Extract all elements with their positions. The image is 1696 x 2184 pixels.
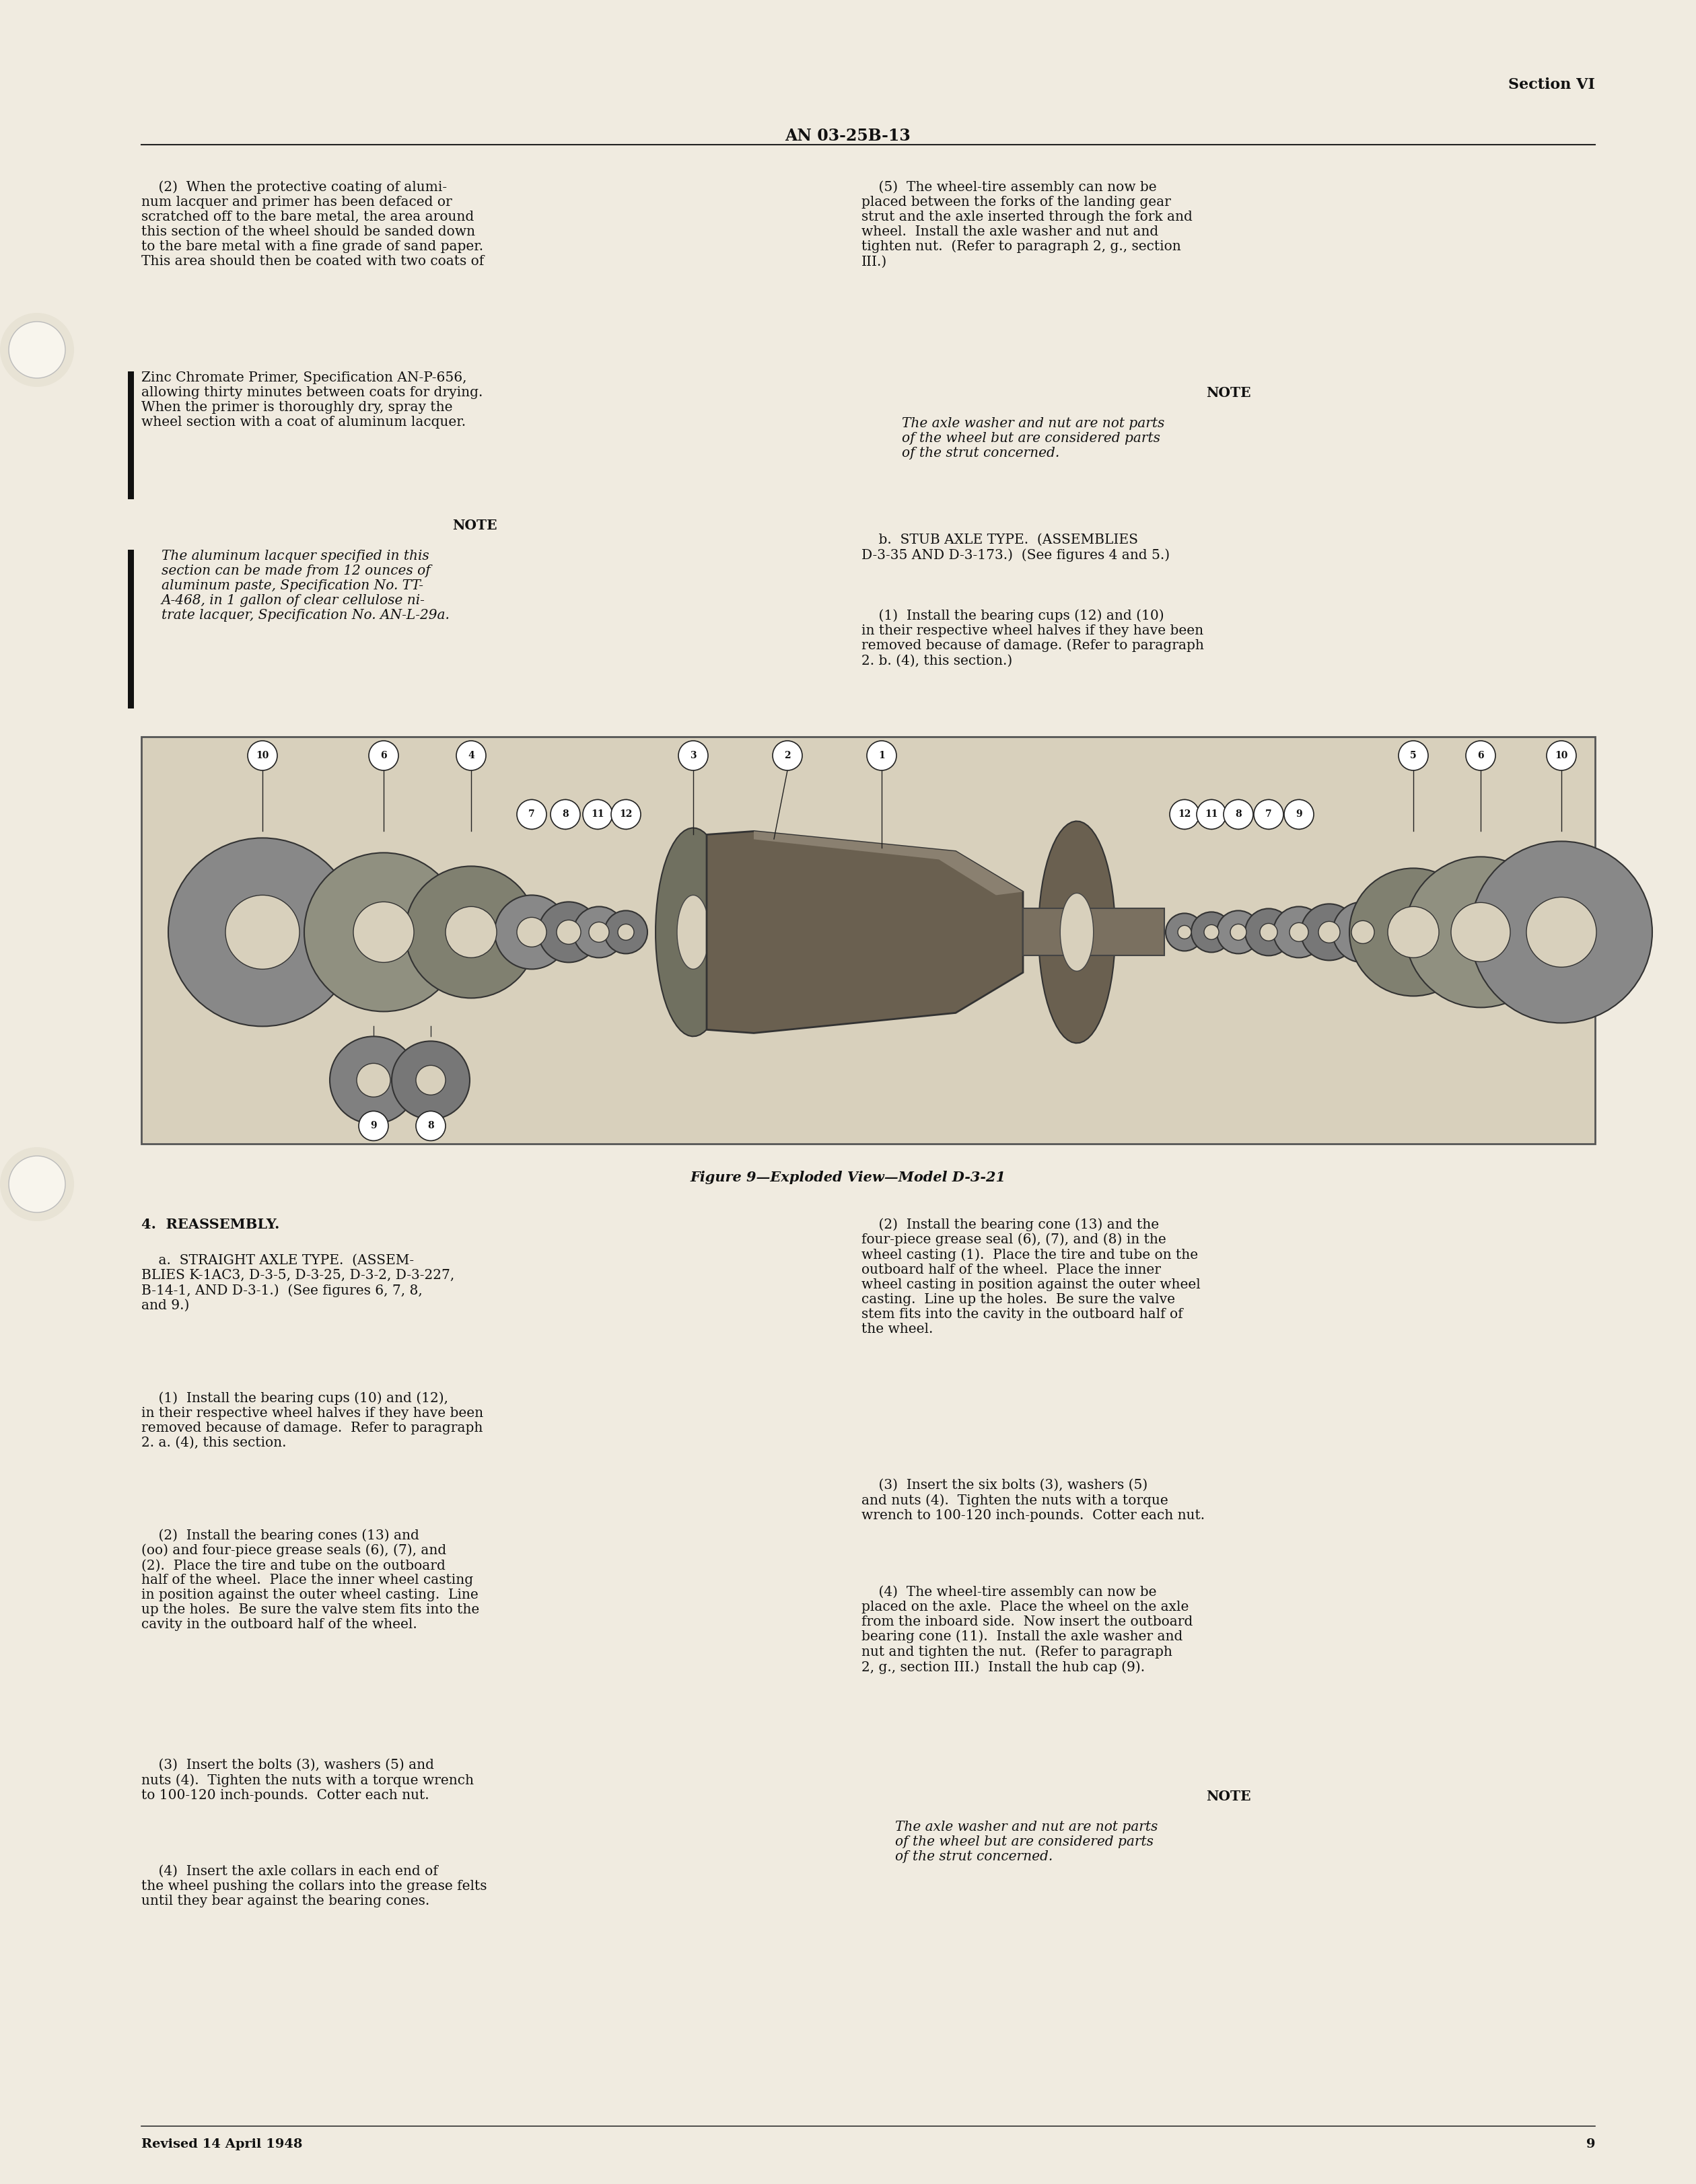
Text: 9: 9 bbox=[1586, 2138, 1594, 2151]
Polygon shape bbox=[707, 832, 1023, 1033]
Circle shape bbox=[1465, 740, 1496, 771]
Circle shape bbox=[416, 1112, 446, 1140]
Text: Zinc Chromate Primer, Specification AN-P-656,
allowing thirty minutes between co: Zinc Chromate Primer, Specification AN-P… bbox=[141, 371, 483, 428]
Text: (5)  The wheel-tire assembly can now be
placed between the forks of the landing : (5) The wheel-tire assembly can now be p… bbox=[862, 181, 1192, 269]
Text: (3)  Insert the six bolts (3), washers (5)
and nuts (4).  Tighten the nuts with : (3) Insert the six bolts (3), washers (5… bbox=[862, 1479, 1204, 1522]
Bar bbox=[127, 550, 134, 708]
Circle shape bbox=[8, 1155, 64, 1212]
Text: b.  STUB AXLE TYPE.  (ASSEMBLIES
D-3-35 AND D-3-173.)  (See figures 4 and 5.): b. STUB AXLE TYPE. (ASSEMBLIES D-3-35 AN… bbox=[862, 533, 1170, 561]
Circle shape bbox=[1177, 926, 1191, 939]
Text: 4: 4 bbox=[468, 751, 475, 760]
Bar bbox=[141, 736, 1594, 1144]
Circle shape bbox=[1260, 924, 1277, 941]
Circle shape bbox=[329, 1037, 417, 1125]
Text: 3: 3 bbox=[690, 751, 697, 760]
Text: 11: 11 bbox=[1204, 810, 1218, 819]
Circle shape bbox=[1230, 924, 1247, 939]
Circle shape bbox=[1452, 902, 1509, 961]
Text: 12: 12 bbox=[1179, 810, 1191, 819]
Text: NOTE: NOTE bbox=[453, 520, 497, 533]
Circle shape bbox=[517, 917, 546, 948]
Text: 8: 8 bbox=[1235, 810, 1241, 819]
Text: 9: 9 bbox=[1296, 810, 1303, 819]
Circle shape bbox=[226, 895, 300, 970]
Circle shape bbox=[1253, 799, 1284, 830]
Circle shape bbox=[1406, 856, 1555, 1007]
Text: (2)  Install the bearing cone (13) and the
four-piece grease seal (6), (7), and : (2) Install the bearing cone (13) and th… bbox=[862, 1219, 1201, 1337]
Circle shape bbox=[1191, 913, 1231, 952]
Circle shape bbox=[1333, 902, 1392, 963]
Circle shape bbox=[304, 852, 463, 1011]
Circle shape bbox=[678, 740, 707, 771]
Text: 10: 10 bbox=[256, 751, 270, 760]
Text: 7: 7 bbox=[529, 810, 534, 819]
Circle shape bbox=[416, 1066, 446, 1094]
Circle shape bbox=[867, 740, 897, 771]
Text: (3)  Insert the bolts (3), washers (5) and
nuts (4).  Tighten the nuts with a to: (3) Insert the bolts (3), washers (5) an… bbox=[141, 1758, 473, 1802]
Text: (2)  When the protective coating of alumi-
num lacquer and primer has been defac: (2) When the protective coating of alumi… bbox=[141, 181, 483, 269]
Circle shape bbox=[551, 799, 580, 830]
Text: (1)  Install the bearing cups (10) and (12),
in their respective wheel halves if: (1) Install the bearing cups (10) and (1… bbox=[141, 1391, 483, 1448]
Text: 2: 2 bbox=[784, 751, 790, 760]
Text: (4)  The wheel-tire assembly can now be
placed on the axle.  Place the wheel on : (4) The wheel-tire assembly can now be p… bbox=[862, 1586, 1192, 1673]
Text: 9: 9 bbox=[370, 1120, 377, 1131]
Circle shape bbox=[456, 740, 487, 771]
Circle shape bbox=[583, 799, 612, 830]
Circle shape bbox=[1350, 869, 1477, 996]
Circle shape bbox=[360, 1112, 388, 1140]
Circle shape bbox=[1274, 906, 1325, 959]
Circle shape bbox=[405, 867, 538, 998]
Text: 6: 6 bbox=[380, 751, 387, 760]
Polygon shape bbox=[656, 828, 731, 1037]
Circle shape bbox=[1216, 911, 1260, 954]
Circle shape bbox=[1526, 898, 1596, 968]
Text: 11: 11 bbox=[592, 810, 604, 819]
Text: 10: 10 bbox=[1555, 751, 1567, 760]
Circle shape bbox=[1197, 799, 1226, 830]
Circle shape bbox=[773, 740, 802, 771]
Circle shape bbox=[1352, 922, 1374, 943]
Circle shape bbox=[368, 740, 399, 771]
Text: 1: 1 bbox=[879, 751, 885, 760]
Polygon shape bbox=[1038, 821, 1116, 1044]
Polygon shape bbox=[1023, 909, 1165, 957]
Bar bbox=[127, 371, 134, 500]
Circle shape bbox=[604, 911, 648, 954]
Circle shape bbox=[1165, 913, 1204, 950]
Circle shape bbox=[573, 906, 624, 959]
Circle shape bbox=[1547, 740, 1576, 771]
Text: (4)  Insert the axle collars in each end of
the wheel pushing the collars into t: (4) Insert the axle collars in each end … bbox=[141, 1865, 487, 1907]
Text: The axle washer and nut are not parts
of the wheel but are considered parts
of t: The axle washer and nut are not parts of… bbox=[902, 417, 1165, 459]
Text: AN 03-25B-13: AN 03-25B-13 bbox=[785, 129, 911, 144]
Circle shape bbox=[1170, 799, 1199, 830]
Text: NOTE: NOTE bbox=[1206, 387, 1250, 400]
Circle shape bbox=[617, 924, 634, 939]
Text: Section VI: Section VI bbox=[1508, 76, 1594, 92]
Text: 4.  REASSEMBLY.: 4. REASSEMBLY. bbox=[141, 1219, 280, 1232]
Circle shape bbox=[1399, 740, 1428, 771]
Circle shape bbox=[495, 895, 568, 970]
Circle shape bbox=[0, 312, 75, 387]
Circle shape bbox=[1204, 924, 1219, 939]
Circle shape bbox=[589, 922, 609, 941]
Circle shape bbox=[1470, 841, 1652, 1022]
Circle shape bbox=[1284, 799, 1314, 830]
Circle shape bbox=[353, 902, 414, 963]
Circle shape bbox=[538, 902, 599, 963]
Circle shape bbox=[8, 321, 64, 378]
Text: Revised 14 April 1948: Revised 14 April 1948 bbox=[141, 2138, 302, 2151]
Text: 8: 8 bbox=[561, 810, 568, 819]
Text: Figure 9—Exploded View—Model D-3-21: Figure 9—Exploded View—Model D-3-21 bbox=[690, 1171, 1006, 1184]
Text: a.  STRAIGHT AXLE TYPE.  (ASSEM-
BLIES K-1AC3, D-3-5, D-3-25, D-3-2, D-3-227,
B-: a. STRAIGHT AXLE TYPE. (ASSEM- BLIES K-1… bbox=[141, 1254, 455, 1313]
Circle shape bbox=[1387, 906, 1438, 959]
Text: (1)  Install the bearing cups (12) and (10)
in their respective wheel halves if : (1) Install the bearing cups (12) and (1… bbox=[862, 609, 1204, 666]
Circle shape bbox=[446, 906, 497, 959]
Circle shape bbox=[248, 740, 276, 771]
Text: 6: 6 bbox=[1477, 751, 1484, 760]
Circle shape bbox=[392, 1042, 470, 1118]
Circle shape bbox=[1301, 904, 1357, 961]
Circle shape bbox=[0, 1147, 75, 1221]
Circle shape bbox=[356, 1064, 390, 1096]
Text: The axle washer and nut are not parts
of the wheel but are considered parts
of t: The axle washer and nut are not parts of… bbox=[895, 1821, 1158, 1863]
Circle shape bbox=[1318, 922, 1340, 943]
